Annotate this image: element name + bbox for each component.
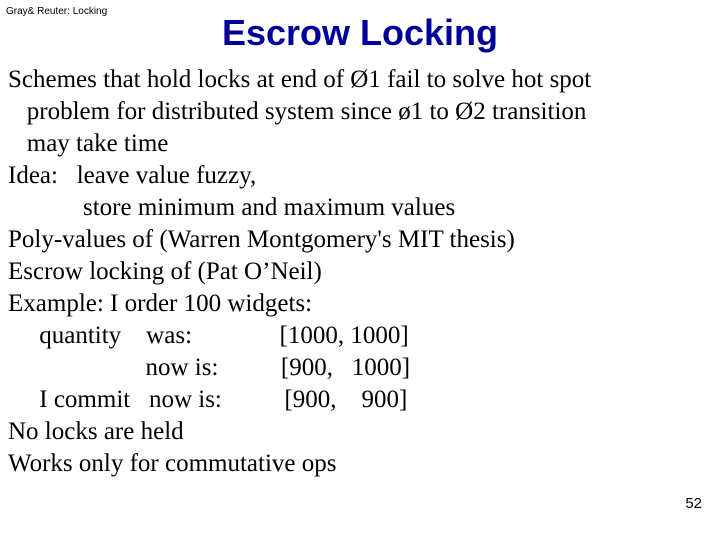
- body-line: Works only for commutative ops: [8, 448, 712, 480]
- page-number: 52: [685, 495, 702, 512]
- body-line: may take time: [8, 128, 712, 160]
- body-line: problem for distributed system since ø1 …: [8, 96, 712, 128]
- slide-body: Schemes that hold locks at end of Ø1 fai…: [0, 64, 720, 480]
- body-line: quantity was: [1000, 1000]: [8, 320, 712, 352]
- body-line: now is: [900, 1000]: [8, 352, 712, 384]
- body-line: Escrow locking of (Pat O’Neil): [8, 256, 712, 288]
- body-line: Idea: leave value fuzzy,: [8, 160, 712, 192]
- slide-title: Escrow Locking: [0, 0, 720, 64]
- body-line: Example: I order 100 widgets:: [8, 288, 712, 320]
- body-line: I commit now is: [900, 900]: [8, 384, 712, 416]
- header-label: Gray& Reuter: Locking: [6, 6, 107, 17]
- body-line: No locks are held: [8, 416, 712, 448]
- body-line: store minimum and maximum values: [8, 192, 712, 224]
- body-line: Poly-values of (Warren Montgomery's MIT …: [8, 224, 712, 256]
- body-line: Schemes that hold locks at end of Ø1 fai…: [8, 64, 712, 96]
